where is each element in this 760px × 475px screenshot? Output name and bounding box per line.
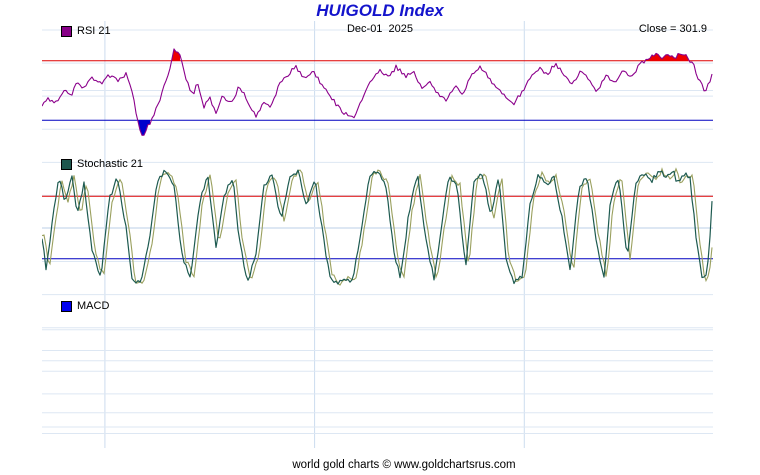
series-layer xyxy=(42,48,713,286)
stochastic-legend: Stochastic 21 xyxy=(61,158,143,170)
rsi-series xyxy=(42,48,713,136)
copyright-credit: world gold charts © www.goldchartsrus.co… xyxy=(292,459,516,471)
rsi-legend: RSI 21 xyxy=(61,25,111,37)
stochastic-series xyxy=(42,167,713,286)
rsi-legend-label: RSI 21 xyxy=(77,25,111,37)
chart-title: HUIGOLD Index xyxy=(316,1,444,20)
stochastic-legend-label: Stochastic 21 xyxy=(77,158,144,170)
macd-legend-swatch-icon xyxy=(61,300,72,312)
gridlines xyxy=(42,21,713,448)
stochastic-k-line xyxy=(42,169,713,285)
last-date-annotation: Dec-01 2025 xyxy=(346,23,414,35)
stochastic-legend-swatch-icon xyxy=(61,158,72,170)
close-value-annotation: Close = 301.9 xyxy=(638,23,707,35)
macd-legend-label: MACD xyxy=(77,300,110,312)
rsi-extreme-fill xyxy=(172,48,180,61)
rsi-line xyxy=(42,48,713,136)
macd-legend: MACD xyxy=(61,300,109,312)
rsi-legend-swatch-icon xyxy=(61,25,72,37)
